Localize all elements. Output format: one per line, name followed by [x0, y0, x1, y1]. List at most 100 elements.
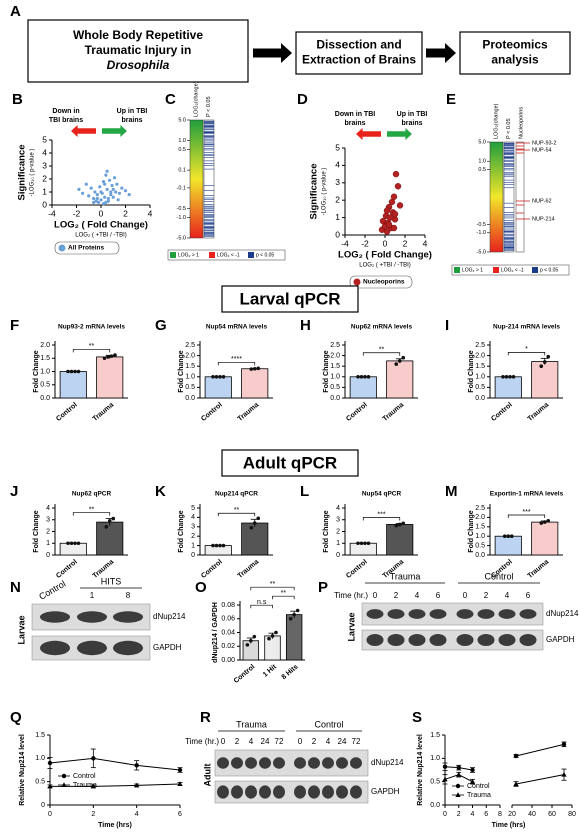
replicate-point	[249, 525, 254, 530]
group-label: Control	[314, 719, 343, 729]
band	[259, 757, 271, 769]
band	[231, 785, 243, 799]
replicate-point	[397, 522, 402, 527]
side-label: Larvae	[16, 615, 26, 644]
y-tick-label: 0.0	[40, 395, 50, 402]
y-tick-label: 0.0	[185, 395, 195, 402]
band-label: GAPDH	[371, 787, 400, 796]
replicate-point	[509, 534, 514, 538]
y-tick-label: 0	[191, 552, 195, 559]
y-axis-subtitle: -LOG₁₀ ( p-value )	[30, 149, 36, 197]
data-point	[47, 783, 53, 789]
flow-text: Extraction of Brains	[302, 53, 416, 67]
panel-letter: D	[297, 91, 308, 108]
data-point	[87, 194, 91, 198]
significance-bracket	[217, 361, 256, 366]
data-point	[469, 778, 476, 784]
band	[519, 609, 537, 619]
y-tick-label: 2	[46, 528, 50, 535]
replicate-point	[66, 541, 70, 546]
replicate-point	[546, 354, 551, 359]
data-point	[111, 195, 115, 199]
x-tick-label: Trauma	[527, 402, 551, 423]
data-point	[134, 782, 140, 788]
y-axis-title: Fold Change	[468, 510, 475, 552]
y-axis-title: Fold Change	[33, 510, 40, 552]
y-tick-label: 3	[335, 177, 340, 187]
column-header: LOG₂(change)	[193, 81, 199, 117]
data-point	[109, 190, 113, 194]
y-axis-title: dNup214 / GAPDH	[212, 602, 219, 663]
replicate-point	[102, 356, 107, 361]
x-tick-label: 4	[135, 811, 139, 818]
band-label: dNup214	[153, 612, 186, 621]
y-tick-label: 2.5	[475, 342, 485, 349]
bar	[241, 368, 269, 399]
y-tick-label: 0.04	[221, 629, 235, 636]
annotation: brains	[121, 117, 142, 124]
x-tick-label: 0	[383, 238, 388, 248]
section-title: Adult qPCR	[243, 453, 337, 472]
y-tick-label: 0	[42, 199, 47, 209]
y-tick-label: 2.5	[475, 505, 485, 512]
bar	[204, 545, 232, 556]
y-tick-label: 2	[336, 528, 340, 535]
lane-label: 72	[352, 737, 361, 746]
data-point	[396, 202, 404, 209]
data-point	[394, 183, 402, 190]
legend-marker	[61, 773, 67, 779]
annotation: Down in	[52, 108, 79, 115]
y-axis-title: Significance	[17, 145, 28, 201]
replicate-point	[267, 636, 271, 641]
significance-bracket	[362, 352, 401, 356]
x-axis-subtitle: LOG₂ ( +TBI / -TBI)	[359, 263, 411, 269]
lane-label: 0	[373, 591, 378, 600]
y-tick-label: 1.0	[35, 755, 45, 762]
tick-label: -5.0	[477, 249, 486, 255]
x-tick-label: Control	[55, 559, 79, 580]
y-axis-subtitle: -LOG₁₀ ( p-value )	[322, 168, 328, 216]
legend-label: p < 0.05	[256, 252, 274, 258]
x-tick-label: 4	[423, 238, 428, 248]
y-tick-label: 2.0	[330, 352, 340, 359]
lane-label: 2	[235, 737, 240, 746]
data-point	[77, 187, 81, 191]
x-tick-label: 0	[48, 811, 52, 818]
band	[429, 609, 447, 619]
bar	[494, 376, 522, 399]
legend-label: p < 0.05	[540, 267, 558, 273]
replicate-point	[363, 541, 367, 546]
x-axis-subtitle: LOG₂ ( +TBI / -TBI)	[75, 233, 127, 239]
group-label: HITS	[101, 576, 122, 586]
control-label: Control	[37, 579, 67, 602]
significance-bracket	[272, 595, 295, 600]
side-label: Adult	[202, 764, 212, 787]
lane-label: 24	[261, 737, 270, 746]
x-tick-label: 4	[148, 208, 153, 218]
significance-label: **	[270, 581, 276, 588]
chart-title: Nup62 mRNA levels	[351, 324, 413, 331]
replicate-point	[76, 369, 81, 374]
replicate-point	[218, 543, 222, 548]
y-tick-label: 0.5	[430, 779, 440, 786]
replicate-point	[546, 518, 551, 523]
y-tick-label: 1	[46, 540, 50, 547]
x-tick-label: 2	[91, 811, 95, 818]
y-tick-label: 1.5	[330, 363, 340, 370]
data-point	[114, 190, 118, 194]
panel-letter: E	[446, 91, 456, 108]
replicate-point	[69, 369, 74, 374]
x-tick-label: 6	[484, 811, 488, 818]
data-point	[115, 182, 119, 186]
x-axis-title: LOG₂ ( Fold Change)	[54, 220, 148, 231]
x-tick-label: 8 Hits	[281, 664, 300, 682]
replicate-point	[539, 521, 544, 525]
data-point	[513, 781, 519, 786]
arrow	[71, 125, 96, 137]
lane-label: 2	[394, 591, 399, 600]
bar	[59, 371, 87, 399]
arrow	[387, 128, 412, 140]
replicate-point	[502, 534, 507, 538]
lane-label: 2	[312, 737, 317, 746]
y-tick-label: 0.0	[475, 552, 485, 559]
